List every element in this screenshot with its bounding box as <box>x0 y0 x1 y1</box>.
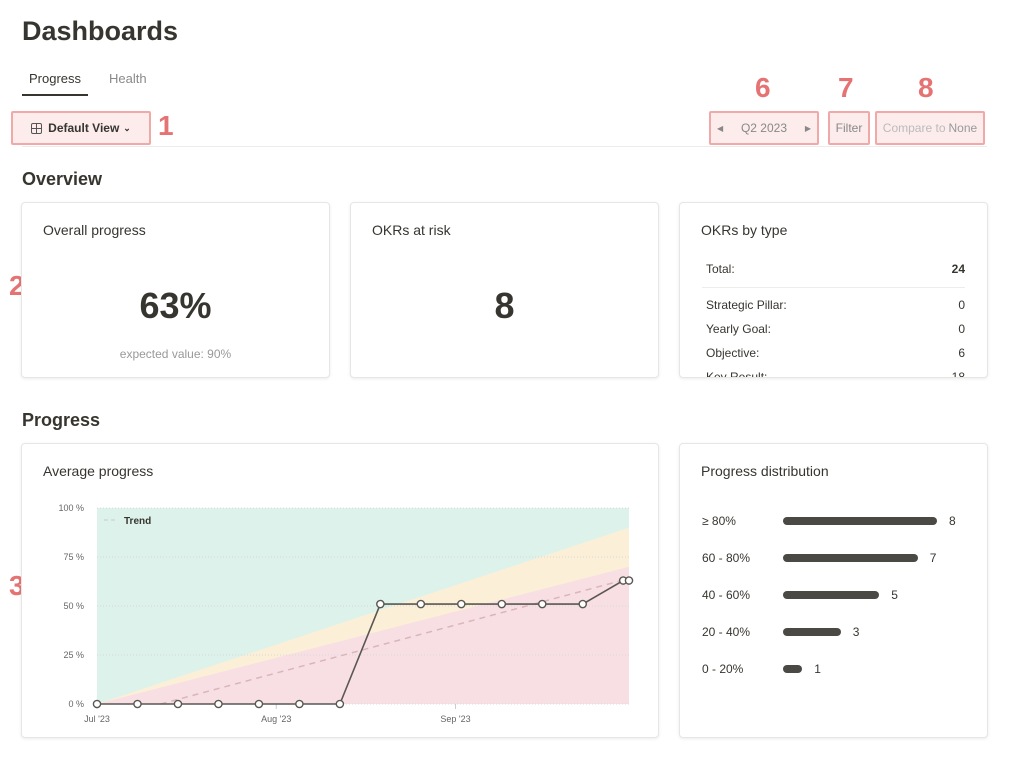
distribution-bar <box>783 628 841 636</box>
row-value: 0 <box>958 322 965 336</box>
data-point <box>92 699 102 709</box>
data-point <box>416 599 426 609</box>
okrs-at-risk-card: OKRs at risk 8 <box>350 202 659 378</box>
distribution-value: 1 <box>814 662 821 676</box>
y-tick-label: 100 % <box>58 503 84 513</box>
total-row: Total: 24 <box>706 262 965 276</box>
progress-heading: Progress <box>22 410 101 430</box>
row-label: Key Result: <box>706 370 768 378</box>
data-point <box>624 576 634 585</box>
average-progress-chart: 0 % 25 % 50 % 75 % 100 % Jul '23 Aug '23 Sep '2… <box>58 503 634 724</box>
data-point <box>376 599 385 609</box>
card-title: OKRs by type <box>701 222 788 238</box>
band-at-risk <box>97 566 629 704</box>
y-tick-label: 50 % <box>63 601 84 611</box>
next-period-icon[interactable]: ▶ <box>804 123 811 133</box>
compare-prefix: Compare to <box>882 121 946 135</box>
card-title: Overall progress <box>43 222 146 238</box>
y-tick-label: 75 % <box>63 552 84 562</box>
overall-progress-card: Overall progress 63% expected value: 90% <box>21 202 330 378</box>
view-selector-button[interactable]: Default View ⌄ <box>11 111 151 145</box>
row-label: Total: <box>706 262 735 276</box>
average-progress-card: Average progress 0 % 25 % 50 % 75 % 100 % Jul… <box>21 443 659 738</box>
overall-progress-value: 63% <box>139 285 212 326</box>
distribution-value: 5 <box>891 588 898 602</box>
annotation-2: 2 <box>9 270 25 301</box>
overview-heading: Overview <box>22 169 103 189</box>
annotation-7: 7 <box>838 72 854 103</box>
trend-line <box>160 577 630 705</box>
progress-distribution-card: Progress distribution ≥ 80% 8 60 - 80% 7 40 … <box>679 443 988 738</box>
type-row: Key Result: 18 <box>706 370 965 378</box>
row-label: Objective: <box>706 346 760 360</box>
data-point <box>295 699 304 709</box>
row-value: 6 <box>958 346 965 360</box>
data-point <box>335 699 345 709</box>
distribution-label: 60 - 80% <box>702 551 751 565</box>
distribution-value: 3 <box>852 625 860 639</box>
data-point <box>497 599 507 609</box>
data-point <box>173 699 183 709</box>
x-tick-label: Sep '23 <box>440 714 470 724</box>
row-value: 0 <box>958 298 965 312</box>
okrs-by-type-card: OKRs by type Total: 24 Strategic Pillar: 0… <box>679 202 988 378</box>
card-title: OKRs at risk <box>372 222 451 238</box>
type-row: Yearly Goal: 0 <box>706 322 965 336</box>
card-title: Progress distribution <box>701 463 829 479</box>
x-tick-label: Aug '23 <box>261 714 291 724</box>
tab-progress[interactable]: Progress <box>29 71 82 86</box>
data-point <box>254 699 264 709</box>
data-point <box>537 599 547 609</box>
annotation-3: 3 <box>9 570 25 601</box>
distribution-label: 20 - 40% <box>702 625 751 639</box>
distribution-bar <box>783 665 803 673</box>
expected-value: expected value: 90% <box>119 347 232 361</box>
filter-button[interactable]: Filter <box>828 111 870 145</box>
distribution-label: ≥ 80% <box>702 514 736 528</box>
distribution-value: 7 <box>929 551 937 565</box>
data-point <box>214 699 223 709</box>
distribution-value: 8 <box>949 514 956 528</box>
type-row: Objective: 6 <box>706 346 965 360</box>
row-label: Strategic Pillar: <box>706 298 787 312</box>
chevron-down-icon: ⌄ <box>123 122 131 133</box>
row-label: Yearly Goal: <box>706 322 771 336</box>
row-value: 18 <box>951 370 965 378</box>
period-label: Q2 2023 <box>740 121 788 135</box>
view-label: Default View <box>48 121 120 135</box>
previous-period-icon[interactable]: ◀ <box>717 123 724 133</box>
distribution-bar <box>783 554 918 562</box>
card-title: Average progress <box>43 463 154 479</box>
period-selector[interactable]: ◀ Q2 2023 ▶ <box>709 111 819 145</box>
annotation-6: 6 <box>755 72 771 103</box>
page-title: Dashboards <box>22 16 179 46</box>
active-tab-indicator <box>22 94 88 96</box>
distribution-label: 0 - 20% <box>702 662 744 676</box>
tab-health[interactable]: Health <box>109 71 147 86</box>
table-icon <box>31 122 43 134</box>
annotation-8: 8 <box>918 72 934 103</box>
compare-value: None <box>948 121 978 135</box>
okrs-at-risk-value: 8 <box>494 285 515 326</box>
distribution-bar <box>783 517 937 525</box>
toolbar-divider <box>22 146 987 147</box>
x-tick-label: Jul '23 <box>84 714 110 724</box>
data-point <box>457 599 466 609</box>
distribution-label: 40 - 60% <box>702 588 751 602</box>
annotation-1: 1 <box>158 110 174 141</box>
divider <box>702 287 965 288</box>
data-point <box>133 699 142 709</box>
type-row: Strategic Pillar: 0 <box>706 298 965 312</box>
distribution-bar <box>783 591 880 599</box>
legend-trend-label: Trend <box>124 516 151 527</box>
row-value: 24 <box>951 262 965 276</box>
compare-button[interactable]: Compare to None <box>875 111 985 145</box>
y-tick-label: 25 % <box>63 650 84 660</box>
y-tick-label: 0 % <box>68 699 84 709</box>
data-point <box>578 599 588 609</box>
